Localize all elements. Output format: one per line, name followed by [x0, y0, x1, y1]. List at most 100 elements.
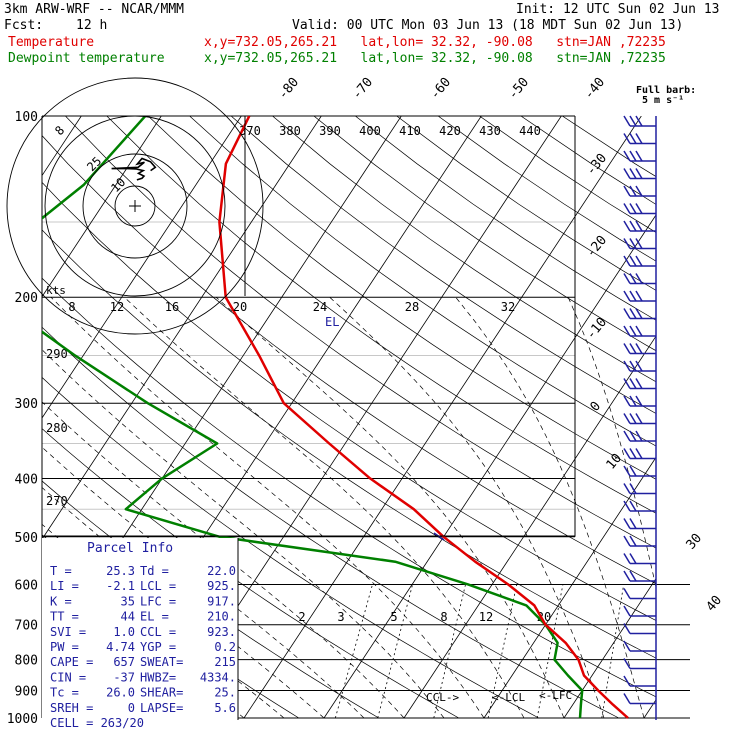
parcel-value: -37 [113, 670, 135, 684]
wind-barb [623, 588, 656, 600]
wind-barb [623, 535, 656, 547]
lcl-marker-label: <-LCL [492, 691, 525, 704]
dry-adiabat-line [562, 116, 656, 177]
hodograph-ring-label: 25 [84, 154, 104, 174]
wind-barb [623, 360, 656, 372]
wind-barb [623, 413, 656, 425]
dry-adiabat-line [42, 181, 656, 621]
wind-barb [623, 220, 656, 232]
parcel-label: T = [50, 564, 72, 578]
isotherm-line [724, 116, 740, 718]
dry-adiabat-line [42, 376, 539, 719]
theta-tick-label: 410 [399, 124, 421, 138]
moist-adiabat-line [42, 446, 365, 719]
mixing-ratio-line [334, 584, 373, 719]
wind-barb [623, 623, 656, 635]
isotherm-tick-label: 0 [588, 399, 605, 415]
theta-tick-label: 440 [519, 124, 541, 138]
parcel-value: 4.74 [106, 640, 135, 654]
mixing-ratio-line [377, 584, 413, 719]
parcel-label: LI = [50, 579, 79, 593]
wind-barb [623, 308, 656, 320]
isotherm-line [42, 116, 162, 298]
wind-barb [623, 430, 656, 442]
hodograph-ring [44, 115, 226, 297]
theta-tick-label: 420 [439, 124, 461, 138]
dry-adiabat-line [147, 116, 656, 480]
wind-barb [623, 255, 656, 267]
hodograph-speed-label: 8 [68, 300, 75, 314]
parcel-label: YGP = [140, 640, 176, 654]
dry-adiabat-line [230, 116, 656, 414]
temperature-legend: Temperature [8, 35, 95, 50]
parcel-value: 215 [214, 655, 236, 669]
parcel-label: TT = [50, 610, 79, 624]
parcel-label: HWBZ= [140, 670, 176, 684]
parcel-label: EL = [140, 610, 169, 624]
dry-adiabat-line [42, 229, 656, 659]
isotherm-tick-label: 40 [704, 593, 726, 615]
mixing-ratio-tick-label: 5 [390, 610, 397, 624]
isotherm-line [483, 456, 656, 719]
parcel-info-title: Parcel Info [87, 541, 173, 556]
temperature-profile-line [218, 116, 629, 719]
wind-barb [623, 238, 656, 250]
dry-adiabat-line [479, 116, 656, 233]
wind-barb [623, 203, 656, 215]
dry-adiabat-line [106, 116, 656, 514]
lfc-marker-label: <-LFC [539, 689, 572, 702]
wind-barb [623, 658, 656, 670]
dry-adiabat-tick-label: 270 [46, 494, 68, 508]
hodograph-speed-label: 20 [233, 300, 247, 314]
parcel-label: Td = [140, 564, 169, 578]
isotherm-tick-label: -50 [506, 75, 533, 103]
parcel-label: PW = [50, 640, 79, 654]
pressure-tick-label: 1000 [7, 712, 38, 727]
parcel-label: LFC = [140, 594, 176, 608]
pressure-tick-label: 200 [15, 291, 38, 306]
pressure-tick-label: 500 [15, 531, 38, 546]
wind-barb [623, 378, 656, 390]
moist-adiabat-line [215, 296, 565, 719]
pressure-tick-label: 300 [15, 397, 38, 412]
parcel-value: 26.0 [106, 686, 135, 700]
dry-adiabat-tick-label: 290 [46, 347, 68, 361]
dry-adiabat-line [65, 116, 656, 549]
isotherm-tick-label: -60 [428, 75, 455, 103]
moist-adiabat-line [329, 296, 605, 719]
parcel-info-background [42, 538, 238, 722]
theta-tick-label: 430 [479, 124, 501, 138]
wind-barb [623, 395, 656, 407]
hodograph-speed-label: 24 [313, 300, 327, 314]
hodograph-speed-label: 16 [165, 300, 179, 314]
dry-adiabat-line [42, 135, 656, 585]
mixing-ratio-tick-label: 8 [440, 610, 447, 624]
wind-barb [623, 693, 656, 705]
isotherm-tick-label: -70 [350, 75, 377, 103]
isotherm-line [563, 577, 656, 719]
parcel-label: LCL = [140, 579, 176, 593]
isotherm-tick-label: -20 [584, 233, 611, 261]
parcel-value: 5.6 [214, 701, 236, 715]
pressure-tick-label: 100 [15, 110, 38, 125]
parcel-markers: EL CCL-> <-LCL <-LFC [325, 315, 572, 704]
wind-barb [623, 570, 656, 582]
isotherm-tick-label: 30 [684, 531, 706, 553]
dry-adiabat-tick-label: 280 [46, 421, 68, 435]
parcel-value: 923. [207, 625, 236, 639]
model-title: 3km ARW-WRF -- NCAR/MMM [4, 2, 185, 17]
pressure-tick-label: 900 [15, 684, 38, 699]
wind-barb [623, 115, 656, 127]
wind-barbs [623, 115, 657, 720]
parcel-value: 4334. [200, 670, 236, 684]
hodograph-ring [114, 185, 156, 227]
isotherm-line [403, 335, 656, 719]
parcel-label: CIN = [50, 670, 86, 684]
parcel-label: SREH = [50, 701, 93, 715]
parcel-label: CCL = [140, 625, 176, 639]
dewpoint-legend: Dewpoint temperature [8, 51, 165, 66]
barb-unit: 5 m s⁻¹ [642, 95, 685, 106]
hodograph-ring [6, 77, 264, 335]
